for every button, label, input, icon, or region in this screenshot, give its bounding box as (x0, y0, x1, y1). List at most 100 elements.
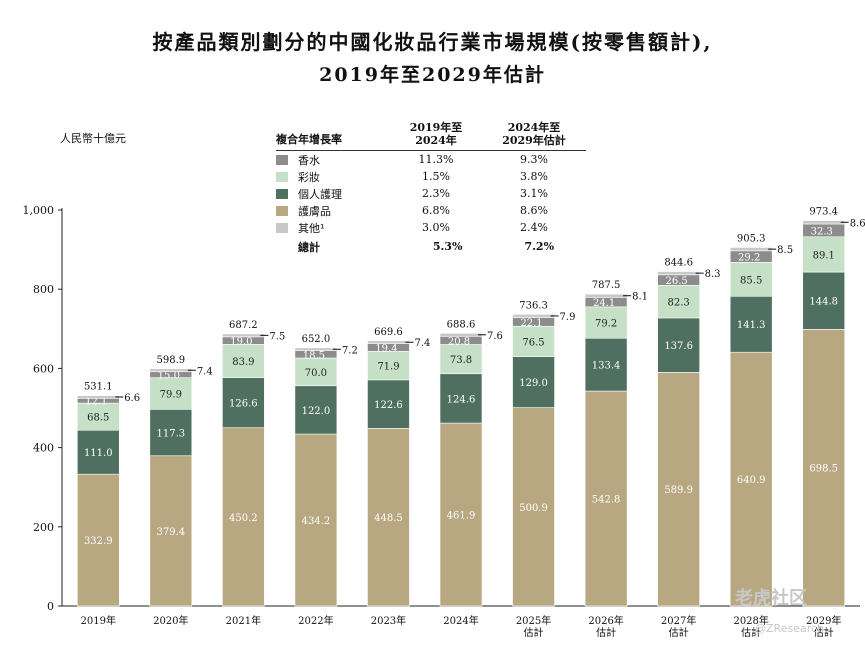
data-label: 83.9 (232, 357, 254, 368)
legend-header-period2: 2024年至 2029年估計 (484, 121, 584, 147)
bar-segment (657, 317, 700, 373)
bar-segment (367, 351, 410, 381)
x-tick-label: 2021年 (226, 614, 261, 627)
bar-segment (584, 306, 628, 339)
data-label: 137.6 (664, 341, 693, 352)
legend-cagr1: 1.5% (422, 170, 450, 183)
bar-segment (222, 427, 265, 607)
data-label: 542.8 (592, 495, 621, 506)
legend-swatch (276, 171, 288, 182)
y-tick-label: 800 (33, 283, 54, 296)
bar-segment (367, 379, 410, 429)
legend-cagr2: 3.1% (520, 187, 548, 200)
y-tick-label: 600 (33, 362, 54, 375)
bar-segment (657, 271, 700, 276)
data-label: 332.9 (84, 536, 113, 547)
x-tick-label: 2025年 (516, 614, 551, 627)
data-label: 76.5 (522, 337, 544, 348)
x-tick-label: 2028年 (733, 614, 768, 627)
data-label: 111.0 (84, 448, 113, 459)
chart-title-line2: 2019年至2029年估計 (319, 64, 546, 86)
watermark-text: 老虎社区 (735, 588, 807, 609)
legend-swatch (276, 205, 288, 216)
legend-total-label: 總計 (298, 240, 320, 254)
legend-item-label: 其他¹ (276, 220, 388, 236)
data-label: 19.0 (230, 337, 252, 348)
legend-cagr1: 3.0% (422, 221, 450, 234)
legend-header-period1-line2: 2024年 (415, 134, 457, 147)
data-label: 79.2 (595, 319, 617, 330)
x-tick-label: 2026年 (588, 614, 623, 627)
bar-total-label: 652.0 (302, 334, 331, 345)
bar-segment (512, 314, 555, 318)
data-label: 450.2 (229, 513, 258, 524)
legend-swatch (276, 222, 288, 233)
data-label: 117.3 (156, 429, 185, 440)
y-tick-label: 1,000 (23, 204, 55, 217)
data-label: 7.2 (342, 345, 358, 356)
bar-segment (222, 333, 265, 338)
legend-header: 複合年增長率 2019年至 2024年 2024年至 2029年估計 (276, 121, 586, 151)
data-label: 7.6 (487, 331, 503, 342)
data-label: 18.5 (303, 350, 325, 361)
legend-total-row: 總計 5.3% 7.2% (276, 238, 586, 255)
x-tick-label: 估計 (669, 626, 689, 639)
chart-title-line1: 按產品類別劃分的中國化妝品行業市場規模(按零售額計), (152, 30, 713, 54)
y-axis-unit-label: 人民幣十億元 (60, 132, 126, 145)
data-label: 6.6 (124, 393, 140, 404)
bar-segment (584, 293, 628, 298)
bar-total-label: 687.2 (229, 320, 258, 331)
data-label: 32.3 (811, 226, 833, 237)
x-tick-label: 2023年 (371, 614, 406, 627)
legend-item-label: 個人護理 (276, 186, 388, 202)
data-label: 71.9 (377, 362, 399, 373)
data-label: 124.6 (447, 394, 476, 405)
legend-row: 個人護理 2.3% 3.1% (276, 185, 586, 202)
bar-total-label: 688.6 (447, 319, 476, 330)
data-label: 19.4 (375, 344, 397, 355)
bar-total-label: 669.6 (374, 327, 403, 338)
bar-segment (439, 344, 483, 375)
data-label: 12.1 (85, 397, 107, 408)
data-label: 79.9 (160, 389, 182, 400)
bar-total-label: 973.4 (809, 207, 838, 218)
legend-cagr1: 11.3% (418, 153, 454, 166)
bar-total-label: 905.3 (737, 234, 766, 245)
legend-header-period1-line1: 2019年至 (409, 121, 463, 134)
data-label: 448.5 (374, 513, 403, 524)
data-label: 698.5 (809, 464, 838, 475)
bar-segment (367, 340, 410, 344)
legend-row: 彩妝 1.5% 3.8% (276, 168, 586, 185)
x-tick-label: 2019年 (81, 614, 116, 627)
bar-segment (729, 295, 773, 353)
legend-header-period2-line2: 2029年估計 (502, 134, 566, 147)
x-tick-label: 2029年 (806, 614, 841, 627)
bar-segment (149, 368, 193, 373)
x-tick-label: 估計 (814, 626, 834, 639)
data-label: 7.4 (197, 366, 213, 377)
bar-segment (294, 385, 338, 435)
y-tick-label: 0 (47, 600, 54, 613)
legend-cagr1: 2.3% (422, 187, 450, 200)
data-label: 7.9 (560, 312, 576, 323)
legend-cagr2: 2.4% (520, 221, 548, 234)
data-label: 640.9 (737, 475, 766, 486)
bar-segment (76, 395, 120, 399)
x-tick-label: 估計 (596, 626, 616, 639)
data-label: 24.1 (593, 298, 615, 309)
bar-segment (76, 473, 120, 607)
legend-header-period2-line1: 2024年至 (507, 121, 561, 134)
bar-segment (657, 372, 700, 607)
data-label: 126.6 (229, 399, 258, 410)
data-label: 8.1 (632, 292, 648, 303)
legend-swatch (276, 188, 288, 199)
data-label: 89.1 (813, 250, 835, 261)
bar-total-label: 736.3 (519, 300, 548, 311)
data-label: 8.5 (777, 245, 793, 256)
bar-segment (294, 347, 338, 351)
bar-segment (729, 351, 773, 607)
legend-rows: 香水 11.3% 9.3% 彩妝 1.5% 3.8% 個人護理 2.3% 3.1% 護膚品 6.8%… (276, 151, 586, 236)
bar-segment (657, 285, 700, 319)
legend-item-name: 彩妝 (298, 170, 320, 184)
